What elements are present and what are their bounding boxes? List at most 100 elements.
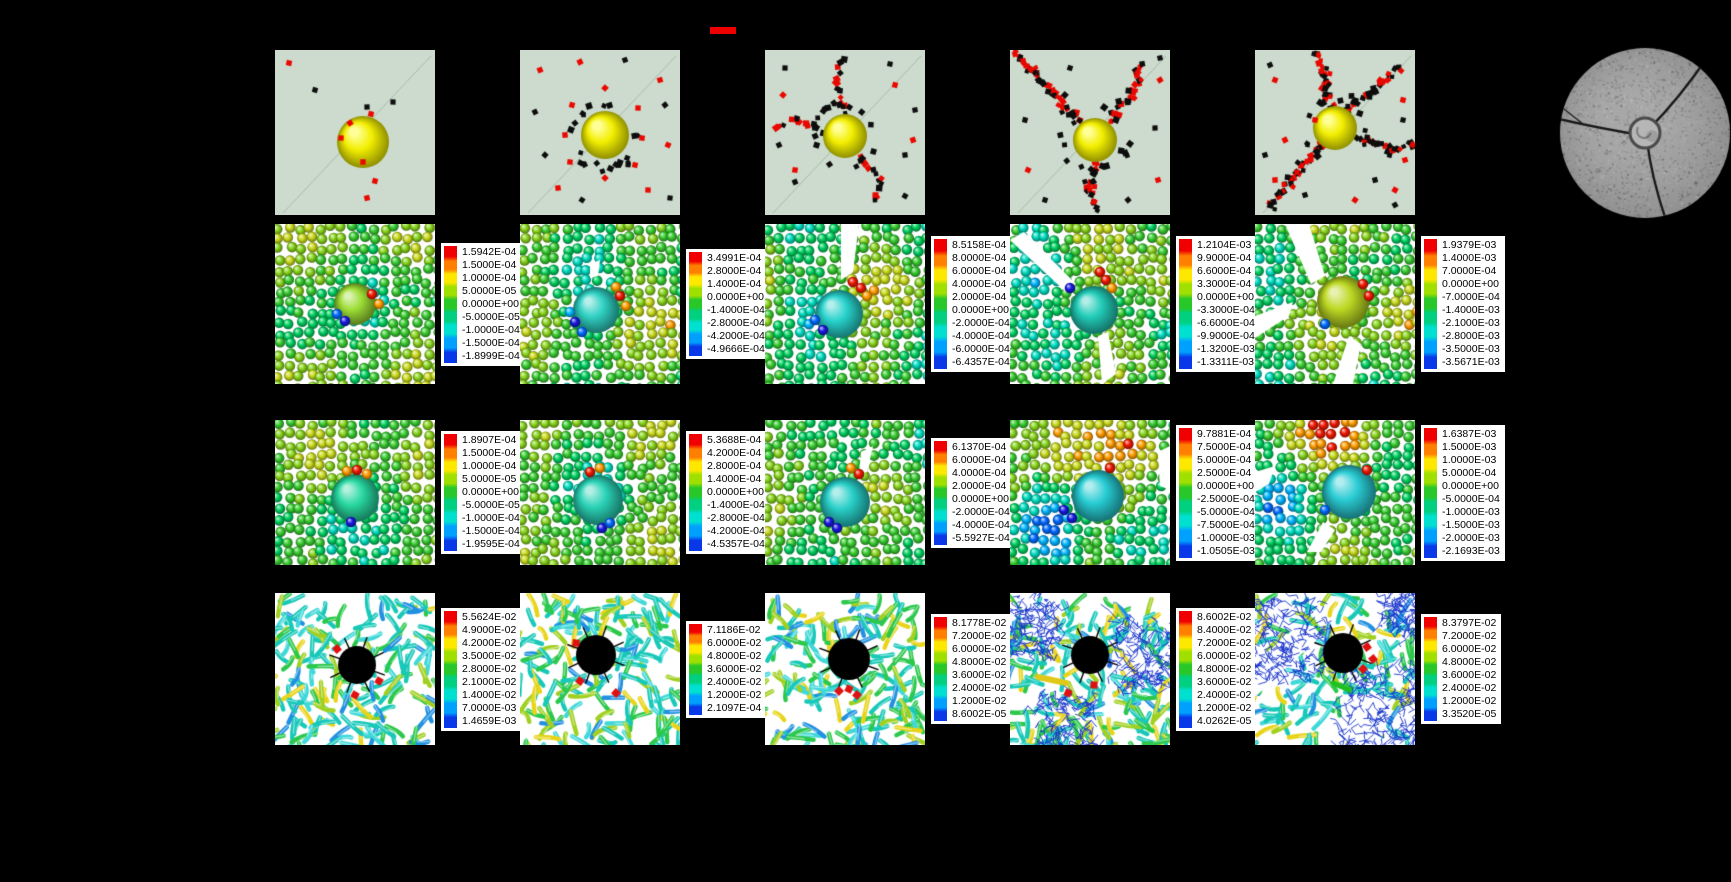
colorbar-tick: 3.4991E-04 xyxy=(707,252,762,264)
colorbar-strip xyxy=(1424,617,1437,721)
colorbar-tick: 1.9379E-03 xyxy=(1442,239,1497,251)
network-cell: 8.3797E-02 7.2000E-02 6.0000E-02 4.8000E-02… xyxy=(1255,593,1502,745)
colorbar-tick: -1.4000E-04 xyxy=(707,304,765,316)
field-cell: 3.4991E-04 2.8000E-04 1.4000E-04 0.0000E+00… xyxy=(520,224,770,384)
colorbar-tick: -2.8000E-04 xyxy=(707,512,765,524)
colorbar-tick: -1.3311E-03 xyxy=(1197,356,1255,368)
colorbar-tick: 0.0000E+00 xyxy=(462,486,519,498)
snapshot-panel-4 xyxy=(1010,50,1170,215)
colorbar-ticks: 1.2104E-03 9.9000E-04 6.6000E-04 3.3000E-04… xyxy=(1197,239,1255,369)
colorbar-tick: 3.5000E-02 xyxy=(462,649,517,662)
colorbar-ticks: 8.3797E-02 7.2000E-02 6.0000E-02 4.8000E-02… xyxy=(1442,617,1496,721)
colorbar-tick: 6.0000E-02 xyxy=(1197,649,1252,662)
field-cell: 1.5942E-04 1.5000E-04 1.0000E-04 5.0000E-05… xyxy=(275,224,525,384)
colorbar-tick: -5.0000E-04 xyxy=(1442,492,1500,505)
colorbar-tick: 7.1186E-02 xyxy=(707,623,761,636)
colorbar-tick: 5.0000E-04 xyxy=(1197,453,1252,466)
colorbar-tick: 2.8000E-04 xyxy=(707,460,762,472)
colorbar-ticks: 8.5158E-04 8.0000E-04 6.0000E-04 4.0000E-04… xyxy=(952,239,1010,369)
colorbar-tick: 4.8000E-02 xyxy=(707,649,762,662)
colorbar-tick: -1.0000E-04 xyxy=(462,512,520,524)
colorbar-tick: -4.0000E-04 xyxy=(952,330,1010,342)
colorbar-tick: -9.9000E-04 xyxy=(1197,330,1255,342)
colorbar-strip xyxy=(1179,610,1192,728)
uy-field-panel-3 xyxy=(765,420,925,565)
field-cell: 9.7881E-04 7.5000E-04 5.0000E-04 2.5000E-04… xyxy=(1010,420,1260,565)
colorbar-tick: 2.4000E-02 xyxy=(952,682,1007,694)
colorbar-tick: -4.5357E-04 xyxy=(707,538,765,550)
colorbar-tick: 7.2000E-02 xyxy=(1197,636,1252,649)
colorbar: 1.9379E-03 1.4000E-03 7.0000E-04 0.0000E+00… xyxy=(1421,236,1505,372)
colorbar-tick: -5.0000E-04 xyxy=(1197,505,1255,518)
uy-field-panel-4 xyxy=(1010,420,1170,565)
colorbar-tick: 1.8907E-04 xyxy=(462,434,517,446)
colorbar-tick: 3.6000E-02 xyxy=(1197,675,1252,688)
ux-field-panel-3 xyxy=(765,224,925,384)
colorbar-tick: -2.1000E-03 xyxy=(1442,317,1500,329)
colorbar-tick: 1.2000E-02 xyxy=(1442,695,1497,707)
colorbar-tick: -3.5671E-03 xyxy=(1442,356,1500,368)
colorbar-ticks: 5.3688E-04 4.2000E-04 2.8000E-04 1.4000E-04… xyxy=(707,434,765,551)
field-cell: 8.5158E-04 8.0000E-04 6.0000E-04 4.0000E-04… xyxy=(765,224,1015,384)
colorbar-tick: 1.4000E-02 xyxy=(462,688,517,701)
colorbar-tick: 6.0000E-02 xyxy=(707,636,762,649)
colorbar-tick: 2.4000E-02 xyxy=(1442,682,1497,694)
colorbar-tick: 6.1370E-04 xyxy=(952,440,1007,453)
network-panel-2 xyxy=(520,593,680,745)
colorbar-tick: 6.0000E-02 xyxy=(952,643,1007,655)
network-panel-5 xyxy=(1255,593,1415,745)
colorbar-tick: -1.5000E-04 xyxy=(462,336,520,349)
colorbar-strip xyxy=(934,440,947,545)
colorbar-tick: 7.2000E-02 xyxy=(952,630,1007,642)
colorbar-tick: 3.3520E-05 xyxy=(1442,708,1497,720)
field-cell: 5.3688E-04 4.2000E-04 2.8000E-04 1.4000E-04… xyxy=(520,420,770,565)
colorbar-tick: 9.9000E-04 xyxy=(1197,252,1252,264)
colorbar-tick: 8.0000E-04 xyxy=(952,252,1007,264)
colorbar-tick: 1.2104E-03 xyxy=(1197,239,1252,251)
colorbar-strip xyxy=(444,610,457,728)
colorbar-tick: -1.0000E-03 xyxy=(1442,505,1500,518)
colorbar: 1.6387E-03 1.5000E-03 1.0000E-03 5.0000E-04… xyxy=(1421,424,1505,561)
colorbar-strip xyxy=(934,617,947,721)
colorbar-tick: -3.3000E-04 xyxy=(1197,304,1255,316)
colorbar-tick: -2.8000E-03 xyxy=(1442,330,1500,342)
colorbar-tick: -4.9666E-04 xyxy=(707,343,765,355)
colorbar-tick: -7.5000E-04 xyxy=(1197,518,1255,531)
colorbar-tick: 6.0000E-02 xyxy=(1442,643,1497,655)
field-cell: 6.1370E-04 6.0000E-04 4.0000E-04 2.0000E-04… xyxy=(765,420,1015,565)
colorbar-tick: 5.0000E-05 xyxy=(462,473,517,485)
uy-field-panel-2 xyxy=(520,420,680,565)
colorbar-strip xyxy=(1179,427,1192,558)
colorbar: 9.7881E-04 7.5000E-04 5.0000E-04 2.5000E-04… xyxy=(1176,424,1260,561)
network-cell: 8.1778E-02 7.2000E-02 6.0000E-02 4.8000E-02… xyxy=(765,593,1012,745)
colorbar-tick: 2.8000E-04 xyxy=(707,265,762,277)
colorbar-tick: -1.0000E-03 xyxy=(1197,531,1255,544)
colorbar-tick: 4.0262E-05 xyxy=(1197,714,1252,727)
colorbar-tick: -1.4000E-03 xyxy=(1442,304,1500,316)
colorbar-strip xyxy=(689,252,702,356)
colorbar-tick: -7.0000E-04 xyxy=(1442,291,1500,303)
colorbar: 6.1370E-04 6.0000E-04 4.0000E-04 2.0000E-04… xyxy=(931,437,1015,548)
colorbar-strip xyxy=(1179,239,1192,369)
experimental-micrograph xyxy=(1559,47,1731,219)
colorbar-tick: 3.6000E-02 xyxy=(1442,669,1497,681)
colorbar-ticks: 1.5942E-04 1.5000E-04 1.0000E-04 5.0000E-05… xyxy=(462,246,520,363)
colorbar-tick: -2.1693E-03 xyxy=(1442,544,1500,557)
field-cell: 1.9379E-03 1.4000E-03 7.0000E-04 0.0000E+00… xyxy=(1255,224,1505,384)
colorbar-ticks: 1.9379E-03 1.4000E-03 7.0000E-04 0.0000E+00… xyxy=(1442,239,1500,369)
colorbar-tick: 1.6387E-03 xyxy=(1442,427,1497,440)
colorbar-ticks: 8.1778E-02 7.2000E-02 6.0000E-02 4.8000E-02… xyxy=(952,617,1006,721)
colorbar-ticks: 9.7881E-04 7.5000E-04 5.0000E-04 2.5000E-04… xyxy=(1197,428,1255,558)
colorbar-tick: 2.4000E-02 xyxy=(1197,688,1252,701)
colorbar-tick: -2.0000E-04 xyxy=(952,505,1010,518)
colorbar-tick: -1.3200E-03 xyxy=(1197,343,1255,355)
colorbar-tick: 5.3688E-04 xyxy=(707,434,762,446)
colorbar-tick: -1.5000E-03 xyxy=(1442,518,1500,531)
colorbar-tick: 8.4000E-02 xyxy=(1197,623,1252,636)
colorbar: 1.5942E-04 1.5000E-04 1.0000E-04 5.0000E-05… xyxy=(441,242,525,366)
colorbar-tick: 6.0000E-04 xyxy=(952,453,1007,466)
colorbar-tick: 7.2000E-02 xyxy=(1442,630,1497,642)
colorbar-tick: 6.0000E-04 xyxy=(952,265,1007,277)
colorbar-tick: 2.0000E-04 xyxy=(952,291,1007,303)
colorbar-tick: -2.5000E-04 xyxy=(1197,492,1255,505)
